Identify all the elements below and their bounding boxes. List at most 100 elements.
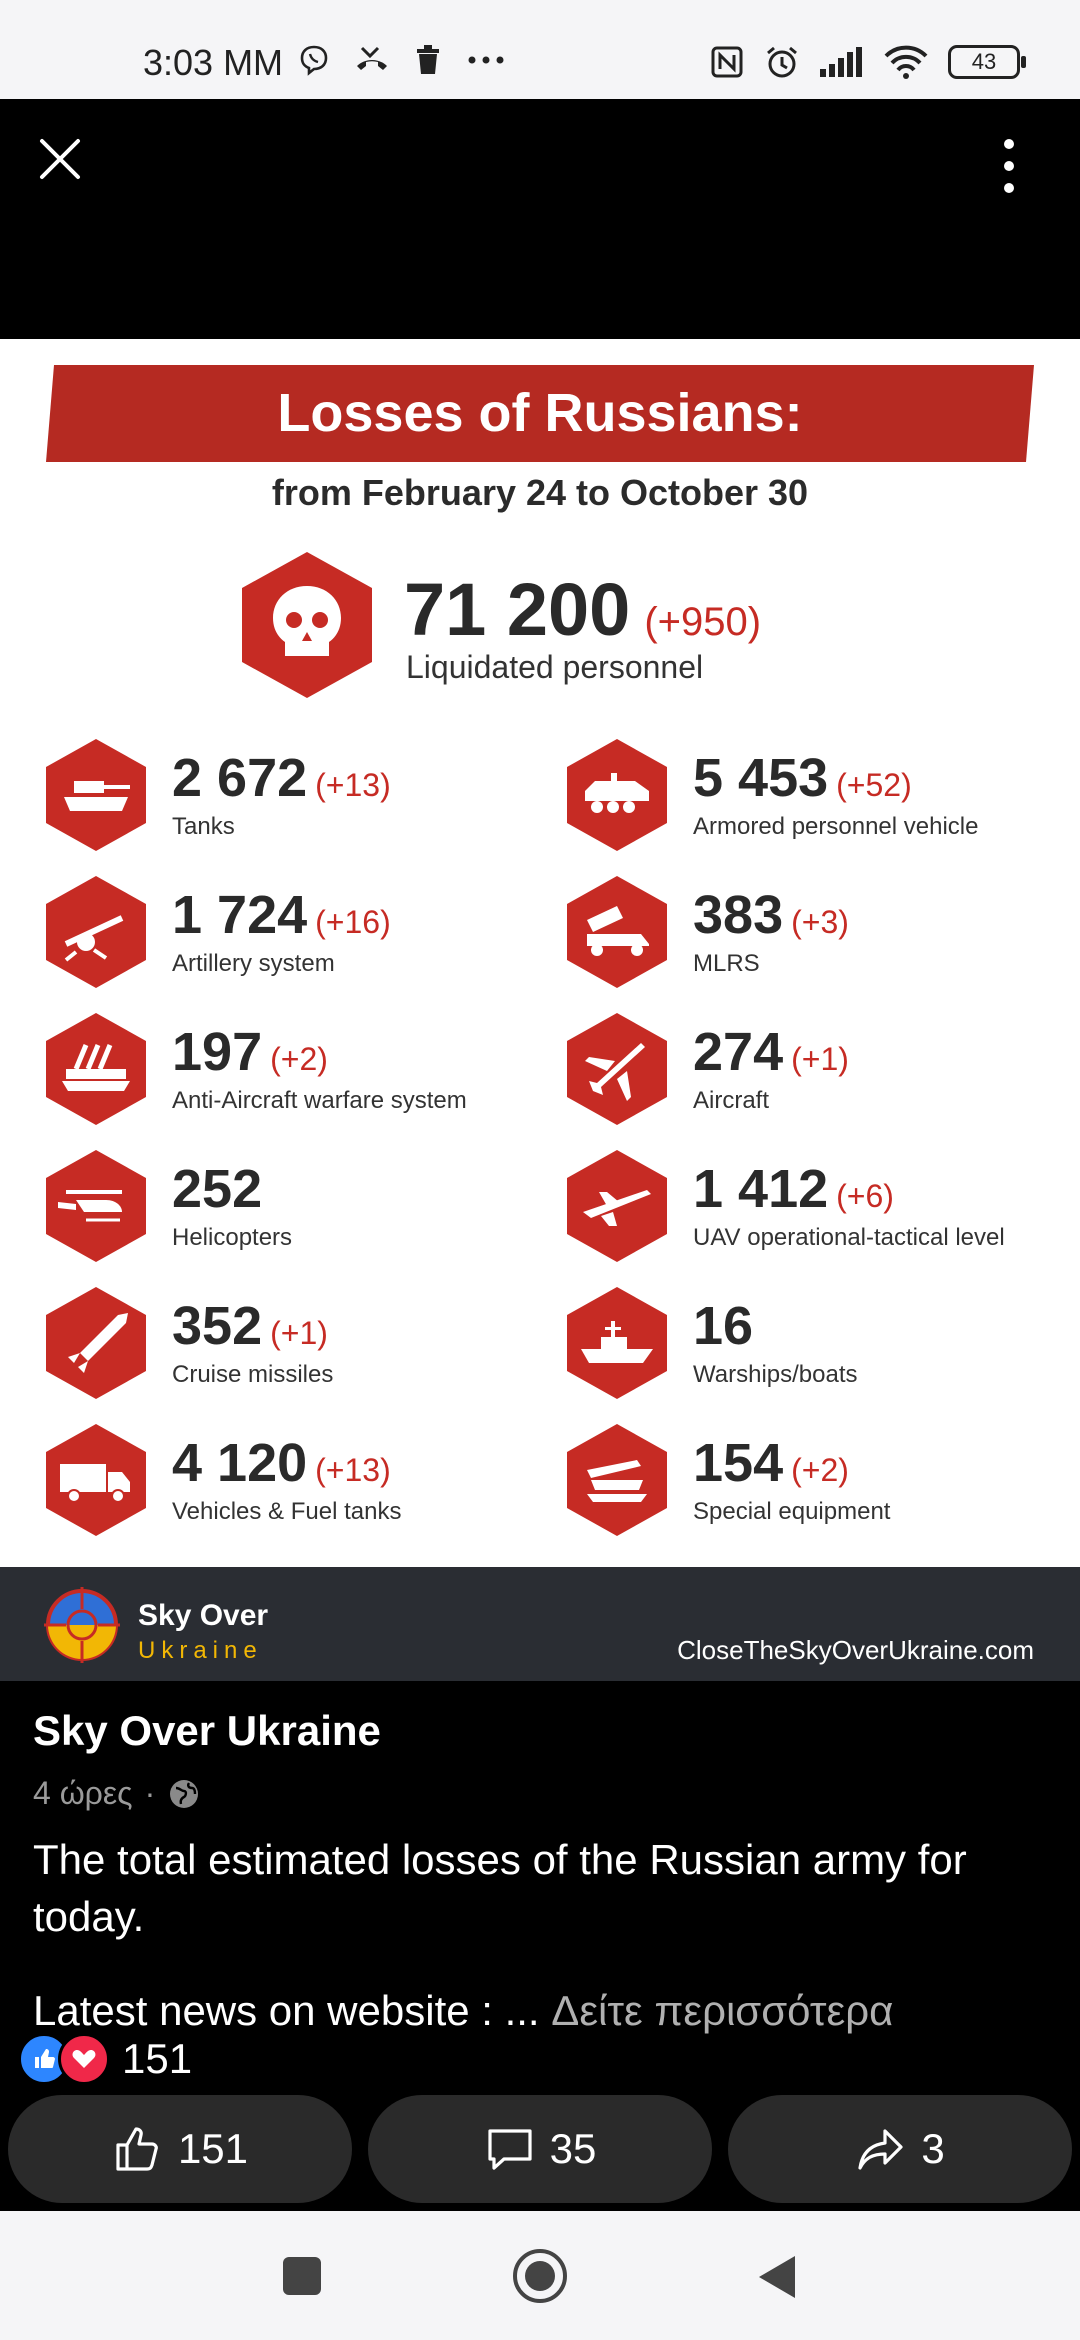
stat-label: Warships/boats <box>693 1361 858 1388</box>
stat-value: 1 724 <box>172 885 308 945</box>
stat-value: 352 <box>172 1296 263 1356</box>
post-author[interactable]: Sky Over Ukraine <box>33 1707 381 1754</box>
website-label: CloseTheSkyOverUkraine.com <box>677 1635 1034 1665</box>
stat-artillery: 1 724 (+16) Artillery system <box>46 876 546 996</box>
share-icon <box>858 2129 903 2170</box>
recents-button[interactable] <box>282 2256 322 2296</box>
meta-separator: · <box>144 1775 156 1811</box>
uav-icon <box>567 1150 667 1262</box>
comment-button[interactable]: 35 <box>368 2095 712 2203</box>
stat-apv: 5 453 (+52) Armored personnel vehicle <box>567 739 1067 859</box>
post-meta: 4 ώρες · <box>33 1775 201 1812</box>
globe-icon <box>170 1779 199 1808</box>
like-count: 151 <box>177 2125 249 2172</box>
stat-value: 197 <box>172 1022 263 1082</box>
status-bar: 3:03 MM 43 <box>0 0 1080 99</box>
truck-icon <box>46 1424 146 1536</box>
stat-label: MLRS <box>693 950 760 977</box>
stat-label: Aircraft <box>693 1087 770 1114</box>
stat-delta: (+3) <box>791 904 849 940</box>
skull-icon <box>242 552 372 698</box>
wifi-icon <box>884 45 928 79</box>
more-dot <box>1004 139 1014 149</box>
reactions-summary[interactable]: 151 <box>18 2033 192 2085</box>
stat-delta: (+1) <box>270 1315 328 1351</box>
stat-delta: (+13) <box>315 1452 391 1488</box>
infographic-title: Losses of Russians: <box>277 383 803 443</box>
stat-label: Tanks <box>172 813 235 840</box>
thumbs-up-icon <box>116 2127 158 2171</box>
stat-label: Special equipment <box>693 1498 891 1525</box>
alarm-icon <box>767 46 797 78</box>
close-button[interactable] <box>34 133 86 185</box>
viewer-top-bar <box>0 99 1080 339</box>
stat-helicopters: 252 Helicopters <box>46 1150 546 1270</box>
stat-warships: 16 Warships/boats <box>567 1287 1067 1407</box>
post-more-line: Latest news on website : ... Δείτε περισ… <box>33 1987 893 2035</box>
stat-uav: 1 412 (+6) UAV operational-tactical level <box>567 1150 1067 1270</box>
stat-value: 154 <box>693 1433 784 1493</box>
home-button[interactable] <box>512 2248 568 2304</box>
close-icon <box>40 139 80 179</box>
stat-label: Vehicles & Fuel tanks <box>172 1498 402 1525</box>
back-button[interactable] <box>757 2254 797 2300</box>
stat-value: 5 453 <box>693 748 829 808</box>
missile-icon <box>46 1287 146 1399</box>
brand-line-2: Ukraine <box>138 1637 263 1664</box>
stat-delta: (+2) <box>270 1041 328 1077</box>
post-text: The total estimated losses of the Russia… <box>33 1836 967 1940</box>
nfc-icon <box>711 46 743 78</box>
stat-label: Helicopters <box>172 1224 293 1251</box>
stat-delta: (+2) <box>791 1452 849 1488</box>
stat-delta: (+1) <box>791 1041 849 1077</box>
like-button[interactable]: 151 <box>8 2095 352 2203</box>
stat-cruise-missiles: 352 (+1) Cruise missiles <box>46 1287 546 1407</box>
infographic-footer: Sky Over Ukraine CloseTheSkyOverUkraine.… <box>0 1567 1080 1681</box>
artillery-icon <box>46 876 146 988</box>
special-equipment-icon <box>567 1424 667 1536</box>
battery-level: 43 <box>971 49 997 74</box>
system-navigation-bar <box>0 2211 1080 2340</box>
signal-icon <box>820 47 862 77</box>
more-dot <box>1004 161 1014 171</box>
status-time: 3:03 MM <box>143 42 284 83</box>
stat-label: Artillery system <box>172 950 335 977</box>
love-reaction-icon <box>58 2033 110 2085</box>
infographic-subtitle: from February 24 to October 30 <box>271 472 809 513</box>
post-actions: 151 35 3 <box>8 2095 1072 2205</box>
stat-label: Anti-Aircraft warfare system <box>172 1087 467 1114</box>
sky-over-ukraine-logo-icon <box>44 1587 120 1663</box>
more-options-button[interactable] <box>990 139 1028 193</box>
stat-delta: (+6) <box>836 1178 894 1214</box>
stat-label: Cruise missiles <box>172 1361 334 1388</box>
stat-value: 274 <box>693 1022 784 1082</box>
post-more-prefix: Latest news on website : ... <box>33 1987 540 2034</box>
anti-aircraft-icon <box>46 1013 146 1125</box>
stat-value: 252 <box>172 1159 263 1219</box>
stat-delta: (+52) <box>836 767 912 803</box>
personnel-delta: (+950) <box>644 600 762 644</box>
comment-count: 35 <box>549 2125 597 2172</box>
see-more-link[interactable]: Δείτε περισσότερα <box>551 1987 894 2034</box>
stat-tanks: 2 672 (+13) Tanks <box>46 739 546 859</box>
more-dot <box>1004 183 1014 193</box>
hero-value-row: 71 200 (+950) <box>404 567 761 652</box>
stat-label: Armored personnel vehicle <box>693 813 979 840</box>
share-button[interactable]: 3 <box>728 2095 1072 2203</box>
stat-value: 383 <box>693 885 784 945</box>
missed-call-icon <box>357 46 387 70</box>
title-banner: Losses of Russians: <box>46 365 1034 462</box>
share-count: 3 <box>921 2125 945 2172</box>
losses-infographic[interactable]: Losses of Russians: from February 24 to … <box>0 339 1080 1567</box>
warship-icon <box>567 1287 667 1399</box>
stat-label: UAV operational-tactical level <box>693 1224 1005 1251</box>
stat-aircraft: 274 (+1) Aircraft <box>567 1013 1067 1133</box>
tank-icon <box>46 739 146 851</box>
aircraft-icon <box>567 1013 667 1125</box>
battery-indicator: 43 <box>948 45 1026 79</box>
personnel-count: 71 200 <box>404 568 631 651</box>
trash-icon <box>417 45 439 74</box>
stat-mlrs: 383 (+3) MLRS <box>567 876 1067 996</box>
apv-icon <box>567 739 667 851</box>
stat-value: 2 672 <box>172 748 308 808</box>
